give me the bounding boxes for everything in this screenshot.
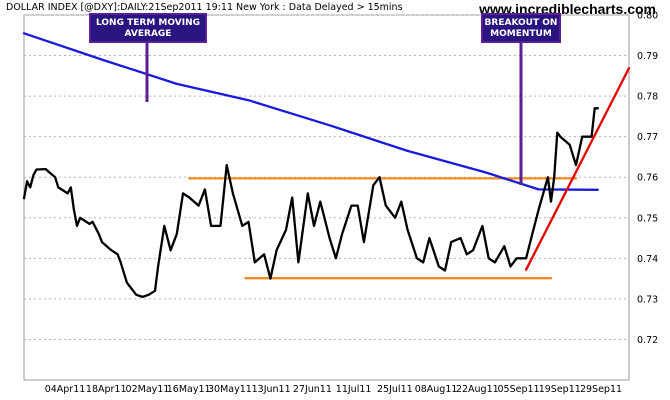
x-tick-label: 08Aug11 xyxy=(415,384,458,395)
y-tick-label: 0.72 xyxy=(637,335,658,346)
x-tick-label: 11Jul11 xyxy=(336,384,372,395)
x-tick-label: 25Jul11 xyxy=(377,384,413,395)
x-tick-label: 27Jun11 xyxy=(293,384,332,395)
x-tick-label: 05Sep11 xyxy=(497,384,539,395)
y-tick-label: 0.76 xyxy=(637,173,658,184)
y-tick-label: 0.79 xyxy=(637,51,658,62)
chart-title: DOLLAR INDEX [@DXY]:DAILY:21Sep2011 19:1… xyxy=(6,2,403,13)
x-tick-label: 22Aug11 xyxy=(456,384,499,395)
callout-text: LONG TERM MOVING xyxy=(96,18,200,28)
y-axis: 0.72 0.73 0.74 0.75 0.76 0.77 0.78 0.79 0.80 xyxy=(637,11,658,346)
x-tick-label: 04Apr11 xyxy=(45,384,86,395)
callout-text: MOMENTUM xyxy=(490,29,552,39)
y-tick-label: 0.78 xyxy=(637,92,658,103)
series-group xyxy=(22,32,631,299)
callout-box xyxy=(89,13,207,43)
y-tick-label: 0.75 xyxy=(637,213,658,224)
y-tick-label: 0.80 xyxy=(637,11,658,22)
callout-text: AVERAGE xyxy=(125,29,172,39)
moving-average-line xyxy=(22,32,599,191)
plot-frame xyxy=(23,14,630,381)
x-tick-label: 29Sep11 xyxy=(580,384,622,395)
x-tick-label: 19Sep11 xyxy=(539,384,581,395)
x-tick-label: 30May11 xyxy=(208,384,252,395)
trend-line xyxy=(524,66,631,271)
x-tick-label: 18Apr11 xyxy=(86,384,127,395)
x-tick-label: 13Jun11 xyxy=(252,384,291,395)
y-tick-label: 0.73 xyxy=(637,294,658,305)
y-tick-label: 0.74 xyxy=(637,254,658,265)
x-tick-label: 16May11 xyxy=(167,384,211,395)
callout-box xyxy=(481,13,561,43)
y-tick-label: 0.77 xyxy=(637,132,658,143)
price-line xyxy=(22,107,599,299)
x-tick-label: 02May11 xyxy=(126,384,170,395)
callout-text: BREAKOUT ON xyxy=(485,18,558,28)
